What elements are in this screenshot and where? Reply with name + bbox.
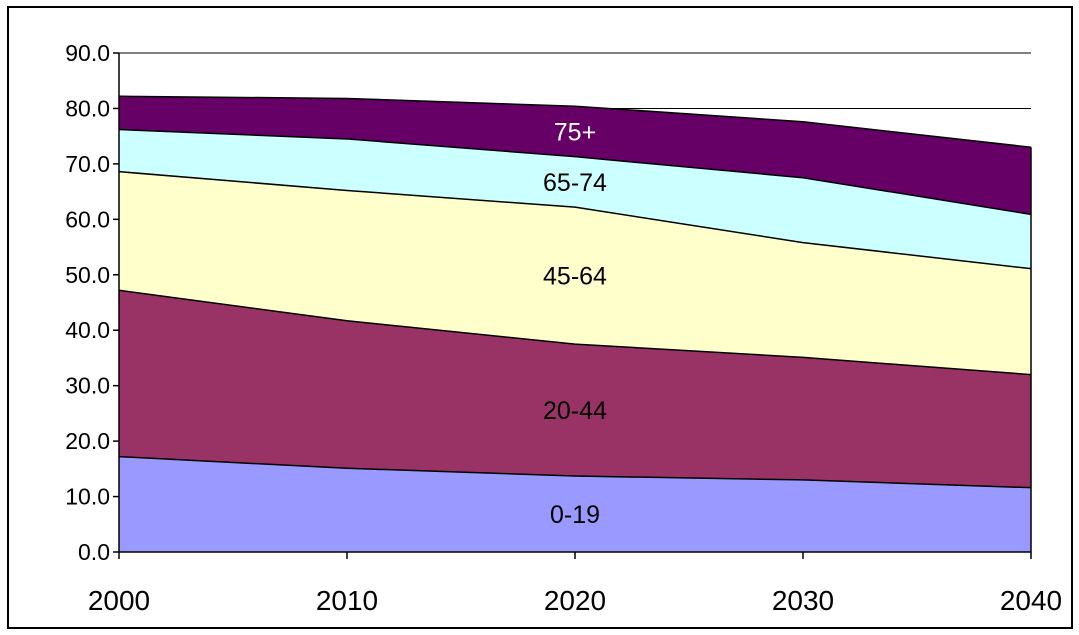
x-tick-label: 2000	[88, 585, 150, 616]
axes: 0.0 10.0 20.0 30.0 40.0 50.0 60.0 70.0 80.0 90.0 2…	[65, 40, 1062, 616]
y-tick-label: 30.0	[65, 373, 110, 399]
y-tick-label: 40.0	[65, 317, 110, 343]
series-label: 0-19	[550, 501, 600, 529]
y-tick-label: 80.0	[65, 95, 110, 121]
series-label: 65-74	[543, 169, 607, 197]
series-boundary-line	[118, 170, 1032, 270]
series-boundary-line	[118, 95, 1032, 149]
y-tick-label: 60.0	[65, 206, 110, 232]
series-labels: 0-19 20-44 45-64 65-74 75+	[543, 118, 607, 529]
series-boundary-line	[118, 289, 1032, 376]
area-45-64	[119, 171, 1031, 375]
y-tick-label: 10.0	[65, 484, 110, 510]
area-75	[119, 96, 1031, 215]
y-tick-label: 70.0	[65, 151, 110, 177]
x-tick-label: 2010	[316, 585, 378, 616]
series-label: 20-44	[543, 397, 607, 425]
series-label: 45-64	[543, 263, 607, 291]
area-series	[118, 95, 1032, 552]
y-tick-label: 20.0	[65, 428, 110, 454]
x-tick-label: 2030	[772, 585, 834, 616]
x-tick-label: 2020	[544, 585, 606, 616]
x-tick-label: 2040	[1000, 585, 1062, 616]
area-65-74	[119, 129, 1031, 269]
series-boundary-line	[118, 455, 1032, 489]
y-tick-label: 0.0	[78, 539, 110, 565]
area-20-44	[119, 290, 1031, 488]
series-label: 75+	[554, 118, 596, 146]
y-tick-label: 90.0	[65, 40, 110, 66]
series-boundary-line	[118, 128, 1032, 216]
y-tick-label: 50.0	[65, 262, 110, 288]
